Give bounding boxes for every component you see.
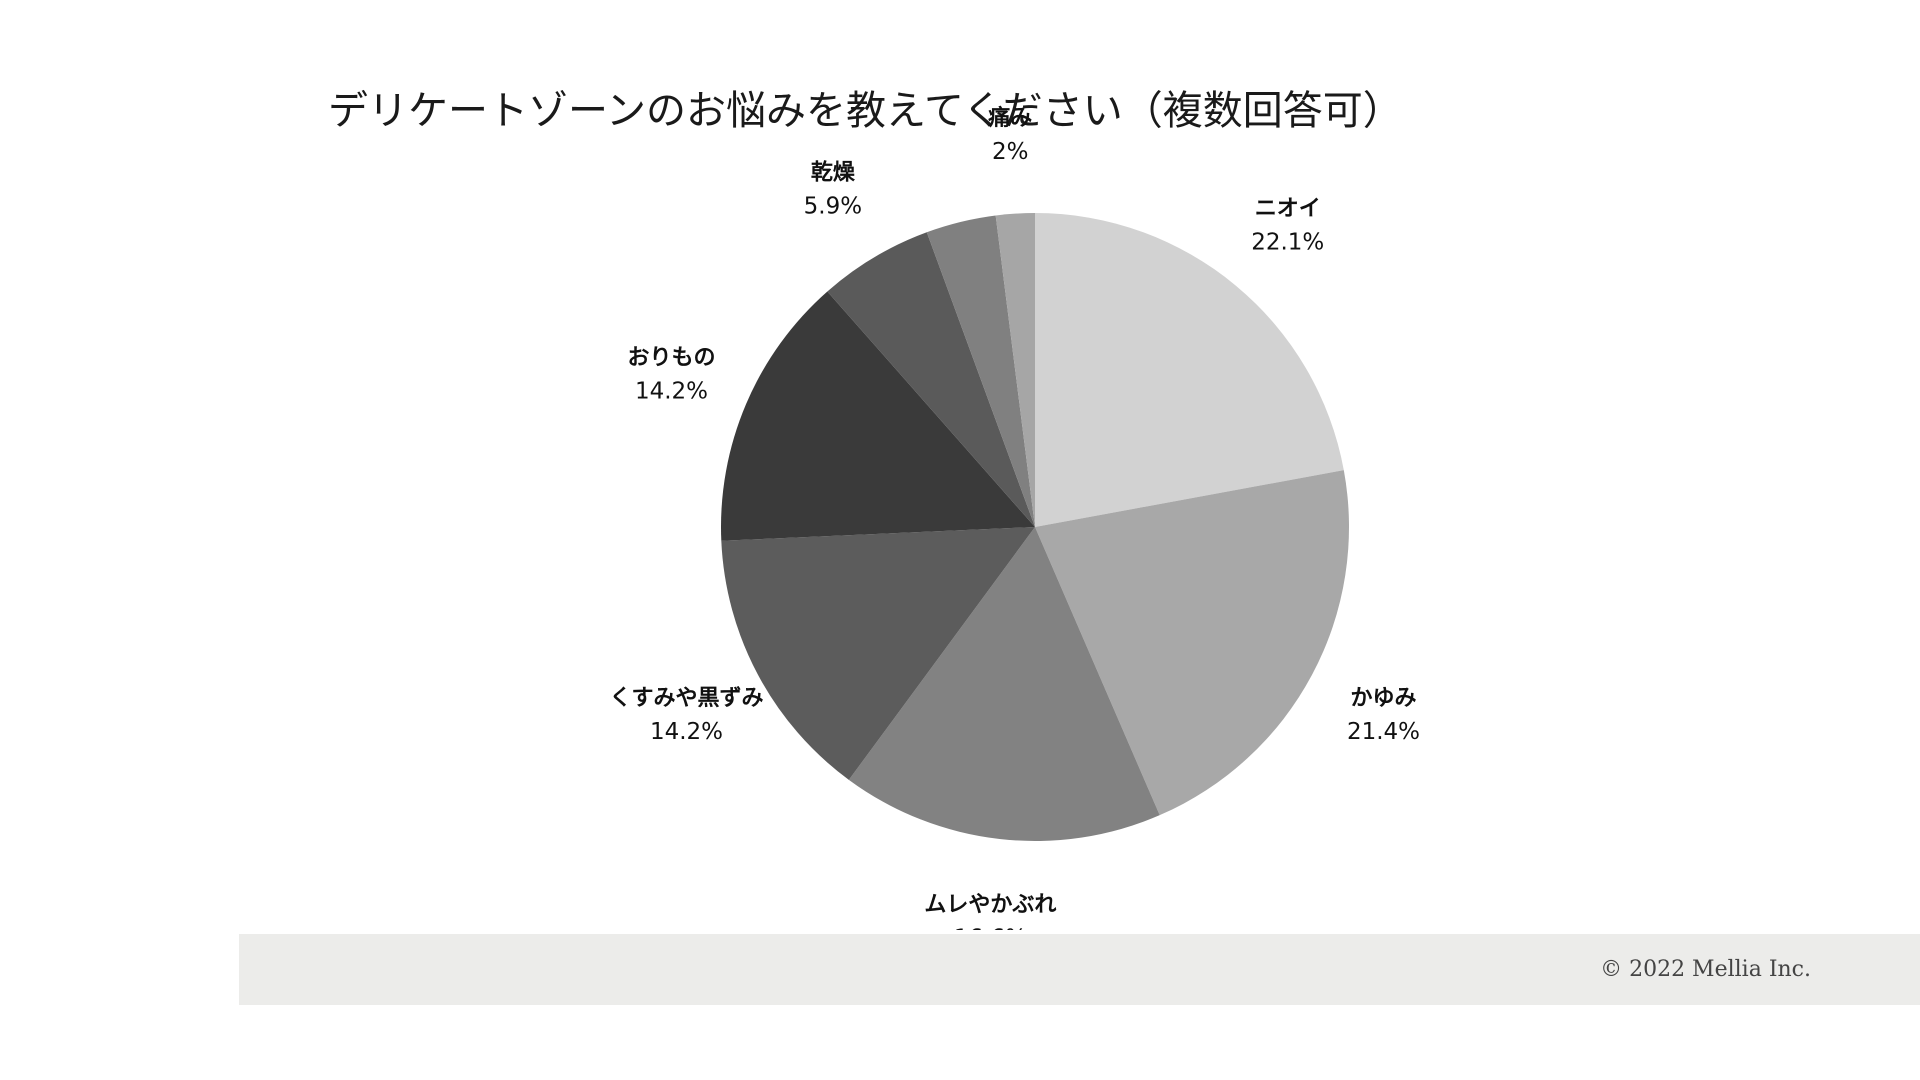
pie-slice-6: [926, 215, 1035, 527]
slice-value-label-1: 21.4%: [1347, 719, 1420, 745]
pie-slice-2: [848, 527, 1160, 841]
slice-value-label-0: 22.1%: [1251, 229, 1324, 255]
pie-slices: [721, 213, 1349, 841]
copyright-text: © 2022 Mellia Inc.: [1600, 957, 1811, 982]
slice-value-label-3: 14.2%: [650, 719, 723, 745]
slice-label-2: ムレやかぶれ: [924, 892, 1056, 917]
pie-slice-3: [721, 527, 1035, 780]
pie-slice-4: [721, 291, 1035, 541]
chart-title: デリケートゾーンのお悩みを教えてください（複数回答可）: [328, 88, 1403, 134]
slice-label-1: かゆみ: [1350, 686, 1416, 711]
pie-chart: ニオイ 22.1% かゆみ 21.4% ムレやかぶれ 16.6% くすみや黒ずみ 14.2% お…: [609, 105, 1420, 930]
pie-slice-5: [827, 232, 1035, 528]
pie-slice-7: [995, 213, 1035, 527]
slice-value-label-5: 5.9%: [804, 194, 862, 220]
slice-label-3: くすみや黒ずみ: [609, 686, 763, 711]
slice-label-5: 乾燥: [811, 160, 856, 186]
slice-value-label-2: 16.6%: [954, 925, 1027, 930]
slice-label-7: 痛み: [988, 105, 1032, 131]
pie-slice-1: [1035, 470, 1349, 816]
slice-label-0: ニオイ: [1255, 196, 1321, 221]
slice-value-label-7: 2%: [992, 139, 1029, 165]
slice-value-label-4: 14.2%: [635, 378, 708, 404]
footer-band: [239, 934, 1920, 1005]
pie-slice-0: [1035, 213, 1344, 527]
slice-label-4: おりもの: [628, 345, 716, 370]
pie-labels: ニオイ 22.1% かゆみ 21.4% ムレやかぶれ 16.6% くすみや黒ずみ 14.2% お…: [609, 105, 1420, 930]
